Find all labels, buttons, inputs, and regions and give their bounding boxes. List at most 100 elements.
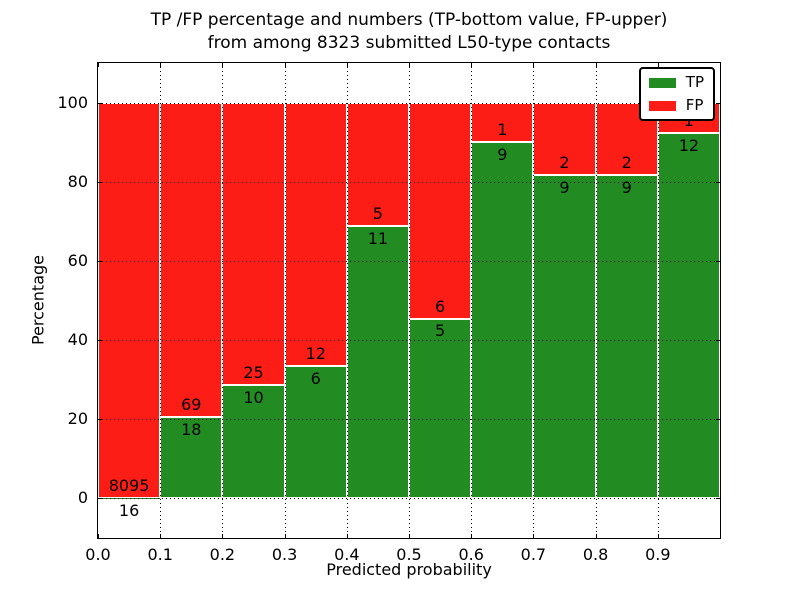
x-tick-label: 0.2: [209, 545, 236, 564]
y-tick-label: 80: [67, 171, 88, 191]
bar-segment-fp: [222, 102, 285, 386]
y-gridline: [98, 419, 720, 421]
x-tick-label: 0.6: [458, 545, 484, 564]
y-tick-left: [98, 260, 102, 262]
bar-value-label-tp: 12: [678, 136, 700, 156]
bar-segment-tp: [98, 497, 161, 499]
bar-value-label-fp: 25: [243, 363, 264, 383]
y-gridline: [98, 102, 720, 104]
x-tick-bottom: [346, 534, 348, 538]
bar-segment-fp: [284, 102, 347, 367]
x-gridline: [160, 63, 162, 538]
x-tick-bottom: [595, 534, 597, 538]
x-tick-top: [160, 63, 162, 67]
y-tick-label: 60: [67, 250, 88, 270]
fp-legend-swatch: [648, 100, 676, 111]
y-tick-left: [98, 340, 102, 342]
x-gridline: [346, 63, 348, 538]
x-tick-bottom: [533, 534, 535, 538]
bar-value-label-tp: 11: [367, 229, 389, 249]
bar-value-label-fp: 8095: [108, 475, 150, 495]
y-tick-label: 0: [77, 488, 88, 508]
bar-value-label-tp: 9: [621, 177, 632, 197]
y-tick-right: [716, 340, 720, 342]
y-tick-left: [98, 498, 102, 500]
x-tick-label: 0.3: [271, 545, 298, 564]
bar-value-label-fp: 2: [621, 152, 632, 172]
y-tick-label: 100: [57, 92, 88, 112]
bar-segment-tp: [533, 174, 596, 499]
x-tick-top: [471, 63, 473, 67]
bar-segment-tp: [346, 226, 409, 499]
y-tick-right: [716, 181, 720, 183]
x-tick-label: 0.4: [334, 545, 360, 564]
y-gridline: [98, 498, 720, 500]
x-tick-bottom: [98, 534, 99, 538]
x-gridline: [284, 63, 286, 538]
bar-segment-fp: [160, 102, 223, 417]
x-axis-label: Predicted probability: [326, 560, 492, 579]
bar-value-label-tp: 10: [243, 388, 264, 408]
x-gridline: [595, 63, 597, 538]
bar-value-label-tp: 9: [497, 145, 508, 165]
y-tick-right: [716, 419, 720, 421]
bar-segment-tp: [222, 385, 285, 499]
y-gridline: [98, 340, 720, 342]
chart-title-line1: TP /FP percentage and numbers (TP-bottom…: [150, 10, 668, 30]
x-tick-label: 0.0: [85, 545, 111, 564]
x-tick-bottom: [657, 534, 659, 538]
y-gridline: [98, 181, 720, 183]
bar-segment-fp: [98, 102, 161, 498]
x-tick-top: [346, 63, 348, 67]
bar-segment-fp: [409, 102, 472, 319]
y-gridline: [98, 260, 720, 262]
x-tick-top: [657, 63, 659, 67]
y-tick-left: [98, 181, 102, 183]
x-tick-bottom: [284, 534, 286, 538]
bar-value-label-tp: 18: [181, 419, 202, 439]
x-tick-top: [595, 63, 597, 67]
x-gridline: [222, 63, 224, 538]
bar-segment-tp: [657, 133, 720, 499]
bar-value-label-tp: 9: [559, 177, 570, 197]
x-tick-top: [409, 63, 410, 67]
bar-value-label-tp: 16: [118, 500, 140, 520]
fp-legend-label: FP: [685, 96, 704, 114]
chart-title: TP /FP percentage and numbers (TP-bottom…: [98, 9, 720, 55]
y-tick-left: [98, 419, 102, 421]
bar-value-label-tp: 5: [435, 321, 446, 341]
tp-legend-swatch: [648, 77, 676, 88]
bar-value-label-fp: 1: [497, 120, 508, 140]
bar-segment-tp: [471, 142, 534, 499]
x-gridline: [657, 63, 659, 538]
y-tick-right: [716, 102, 720, 104]
x-tick-top: [98, 63, 99, 67]
bar-segment-tp: [409, 318, 472, 499]
legend: TP FP: [638, 67, 715, 121]
x-tick-bottom: [409, 534, 410, 538]
x-tick-label: 0.9: [645, 545, 671, 564]
legend-row-fp: FP: [648, 96, 704, 114]
bar-value-label-fp: 5: [372, 204, 383, 224]
x-tick-label: 0.1: [147, 545, 173, 564]
x-gridline: [471, 63, 473, 538]
x-tick-top: [222, 63, 224, 67]
y-tick-right: [716, 260, 720, 262]
tp-legend-label: TP: [685, 73, 704, 91]
x-gridline: [533, 63, 535, 538]
legend-row-tp: TP: [648, 73, 704, 91]
x-tick-bottom: [160, 534, 162, 538]
bar-value-label-fp: 2: [559, 152, 570, 172]
x-gridline: [409, 63, 410, 538]
bar-segment-tp: [595, 174, 658, 499]
bar-segment-tp: [284, 366, 347, 499]
x-tick-label: 0.8: [582, 545, 609, 564]
x-tick-label: 0.7: [520, 545, 547, 564]
bar-value-label-fp: 6: [435, 296, 446, 316]
x-tick-top: [533, 63, 535, 67]
plot-area: TP FP 8095166918251012651165192929112: [97, 62, 721, 539]
bar-value-label-fp: 12: [305, 344, 326, 364]
x-tick-bottom: [222, 534, 224, 538]
chart-title-line2: from among 8323 submitted L50-type conta…: [207, 33, 611, 53]
